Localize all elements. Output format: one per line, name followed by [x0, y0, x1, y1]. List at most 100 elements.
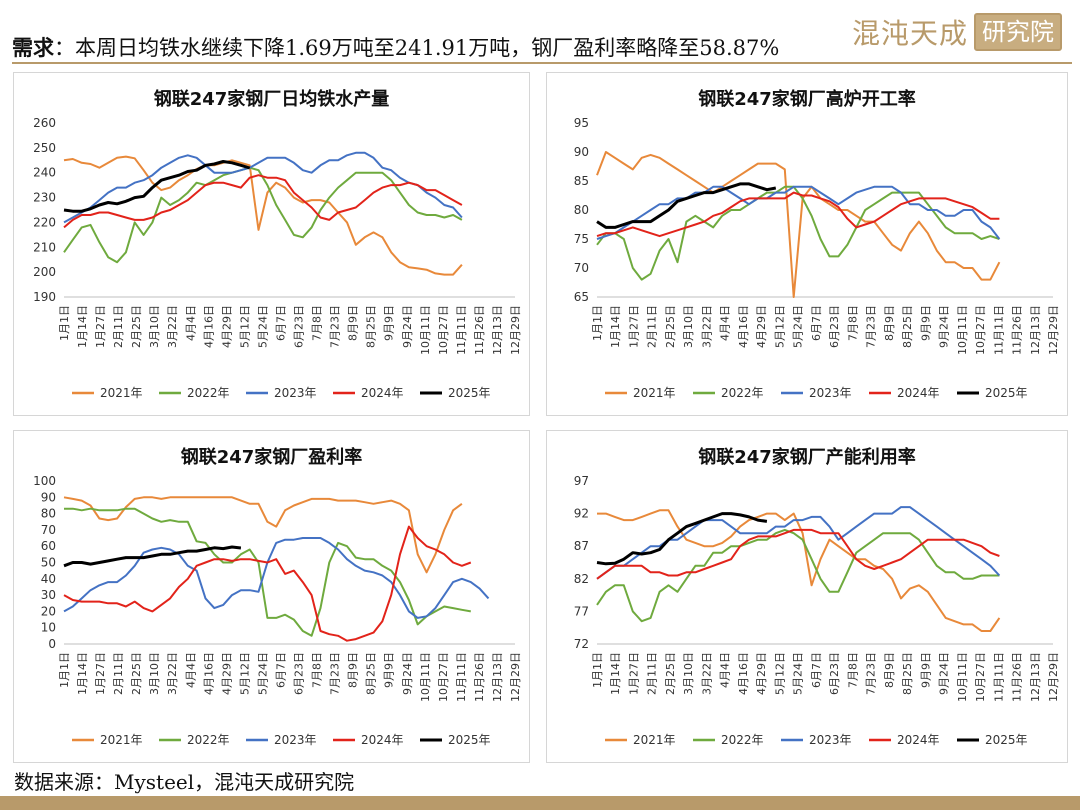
y-tick-label: 90	[574, 145, 589, 159]
x-tick-label: 12月29日	[509, 652, 522, 702]
legend-label: 2021年	[100, 733, 143, 747]
series-line-2025	[596, 182, 777, 229]
x-tick-label: 9月9日	[383, 305, 396, 341]
x-tick-label: 12月29日	[1047, 305, 1060, 355]
logo-box: 研究院	[974, 13, 1062, 51]
x-tick-label: 3月22日	[166, 305, 179, 348]
y-tick-label: 100	[33, 474, 56, 488]
x-tick-label: 3月22日	[700, 305, 713, 348]
y-tick-label: 260	[33, 116, 56, 130]
y-tick-label: 92	[574, 507, 589, 521]
series-line-2025	[63, 160, 251, 213]
x-tick-label: 10月27日	[437, 305, 450, 355]
x-tick-label: 7月8日	[311, 305, 324, 341]
y-tick-label: 250	[33, 141, 56, 155]
x-tick-label: 11月26日	[1011, 652, 1024, 702]
x-tick-label: 1月27日	[627, 652, 640, 695]
x-tick-label: 7月8日	[311, 652, 324, 688]
x-tick-label: 5月24日	[792, 305, 805, 348]
legend-label: 2023年	[274, 386, 317, 400]
series-line-2021	[597, 509, 1001, 632]
y-tick-label: 30	[41, 588, 56, 602]
y-tick-label: 87	[574, 539, 589, 553]
x-tick-label: 1月1日	[58, 652, 71, 688]
x-tick-label: 7月23日	[865, 305, 878, 348]
legend-label: 2025年	[448, 386, 491, 400]
series-line-2023	[63, 151, 463, 224]
legend-label: 2023年	[809, 386, 852, 400]
x-tick-label: 1月27日	[94, 305, 107, 348]
x-tick-label: 1月14日	[76, 652, 89, 695]
x-tick-label: 9月9日	[919, 652, 932, 688]
x-tick-label: 3月22日	[166, 652, 179, 695]
x-tick-label: 4月16日	[737, 652, 750, 695]
x-tick-label: 10月27日	[974, 305, 987, 355]
bottom-rule	[0, 796, 1080, 810]
y-tick-label: 80	[41, 507, 56, 521]
x-tick-label: 11月26日	[473, 652, 486, 702]
x-tick-label: 10月27日	[974, 652, 987, 702]
x-tick-label: 2月25日	[130, 652, 143, 695]
x-tick-label: 3月22日	[700, 652, 713, 695]
legend-label: 2025年	[985, 733, 1028, 747]
series-line-2024	[596, 191, 1000, 238]
x-tick-label: 6月23日	[293, 652, 306, 695]
x-tick-label: 10月11日	[956, 305, 969, 355]
x-tick-label: 9月24日	[938, 652, 951, 695]
x-tick-label: 1月1日	[58, 305, 71, 341]
x-tick-label: 6月7日	[274, 652, 287, 688]
x-tick-label: 8月25日	[365, 652, 378, 695]
x-tick-label: 3月10日	[148, 305, 161, 348]
legend-label: 2022年	[721, 386, 764, 400]
x-tick-label: 4月29日	[755, 652, 768, 695]
x-tick-label: 5月24日	[256, 652, 269, 695]
x-tick-label: 1月14日	[609, 305, 622, 348]
x-tick-label: 7月8日	[846, 305, 859, 341]
series-line-2021	[596, 151, 1001, 298]
x-tick-label: 4月16日	[737, 305, 750, 348]
legend-label: 2022年	[187, 386, 230, 400]
x-tick-label: 10月27日	[437, 652, 450, 702]
y-tick-label: 0	[48, 637, 56, 651]
x-tick-label: 6月23日	[828, 305, 841, 348]
x-tick-label: 8月9日	[883, 652, 896, 688]
legend-label: 2021年	[633, 386, 676, 400]
x-tick-label: 10月11日	[419, 652, 432, 702]
y-tick-label: 82	[574, 572, 589, 586]
x-tick-label: 9月24日	[401, 305, 414, 348]
x-tick-label: 8月9日	[347, 652, 360, 688]
series-line-2021	[63, 155, 463, 276]
x-tick-label: 2月25日	[664, 652, 677, 695]
chart-svg: 钢联247家钢厂盈利率 0 10 20 30 40 50 60 70 80 90 100 1月1日 1月1…	[33, 446, 522, 747]
y-tick-label: 240	[33, 166, 56, 180]
chart-title: 钢联247家钢厂产能利用率	[698, 446, 916, 468]
chart-svg: 钢联247家钢厂日均铁水产量 190 200 210 220 230 240 250 260 1月…	[33, 88, 522, 400]
x-tick-label: 8月25日	[365, 305, 378, 348]
x-tick-label: 7月23日	[329, 652, 342, 695]
series-line-2024	[596, 528, 1000, 580]
series-line-2023	[63, 537, 490, 619]
y-tick-label: 60	[41, 539, 56, 553]
x-tick-label: 2月25日	[664, 305, 677, 348]
x-tick-label: 11月26日	[1011, 305, 1024, 355]
x-tick-label: 5月12日	[773, 305, 786, 348]
logo: 混沌天成 研究院	[852, 12, 1062, 52]
y-tick-label: 85	[574, 174, 589, 188]
x-tick-label: 10月11日	[956, 652, 969, 702]
x-tick-label: 12月29日	[1047, 652, 1060, 702]
headline-label: 需求	[12, 36, 54, 60]
x-tick-label: 9月24日	[938, 305, 951, 348]
x-tick-label: 5月24日	[256, 305, 269, 348]
x-tick-label: 8月9日	[347, 305, 360, 341]
x-tick-label: 9月9日	[919, 305, 932, 341]
series-line-2022	[64, 507, 471, 637]
x-tick-label: 4月4日	[184, 305, 197, 341]
x-tick-label: 11月11日	[992, 305, 1005, 355]
x-tick-label: 5月12日	[773, 652, 786, 695]
series-line-2024	[63, 174, 463, 229]
x-tick-label: 6月7日	[810, 305, 823, 341]
legend-label: 2023年	[274, 733, 317, 747]
y-tick-label: 65	[574, 290, 589, 304]
legend-label: 2024年	[361, 386, 404, 400]
y-tick-label: 200	[33, 265, 56, 279]
